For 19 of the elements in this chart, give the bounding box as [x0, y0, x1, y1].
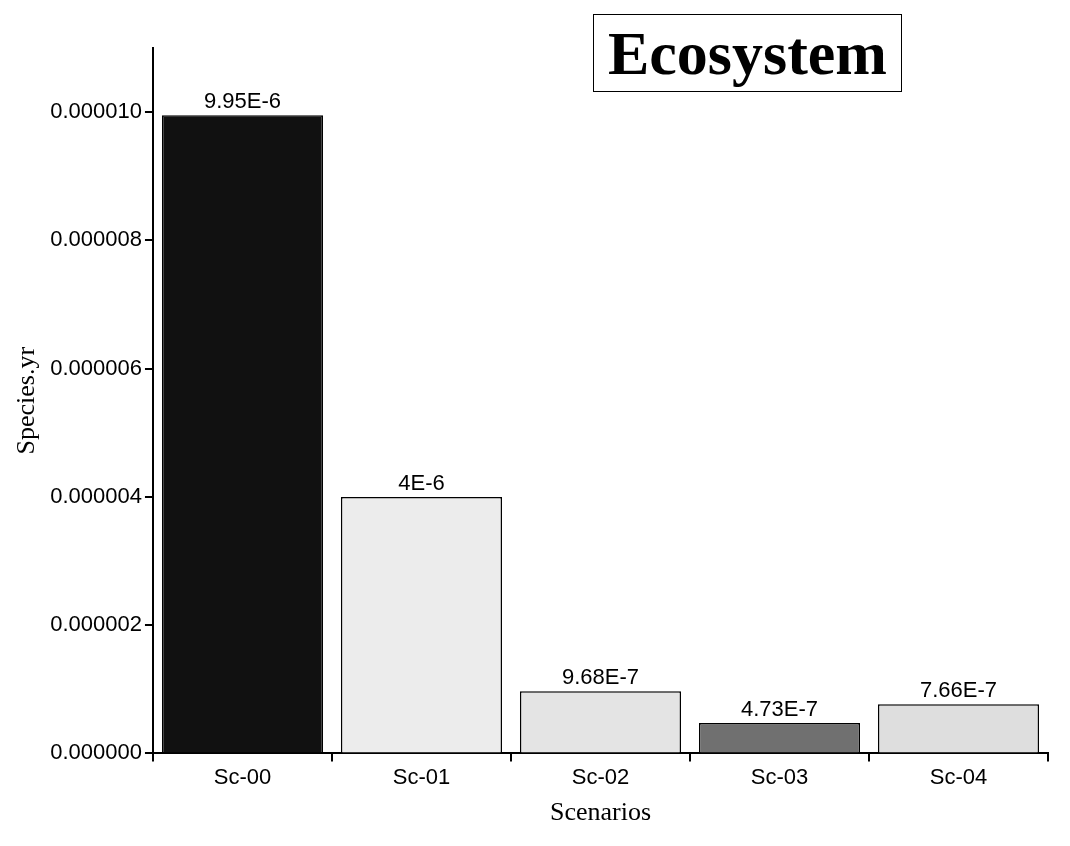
chart-title: Ecosystem [593, 14, 902, 92]
y-tick-label: 0.000002 [50, 611, 142, 637]
x-tick-label: Sc-01 [392, 763, 451, 789]
x-tick-label: Sc-04 [929, 763, 988, 789]
y-tick-label: 0.000008 [50, 226, 142, 252]
x-tick-label: Sc-02 [571, 763, 630, 789]
data-label: 4E-6 [398, 469, 445, 495]
x-tick-label: Sc-00 [213, 763, 272, 789]
data-label: 9.68E-7 [561, 664, 640, 690]
data-label: 7.66E-7 [919, 677, 998, 703]
y-axis-title: Species.yr [11, 346, 41, 455]
data-label: 4.73E-7 [740, 696, 819, 722]
y-tick-label: 0.000000 [50, 739, 142, 765]
x-axis-title: Scenarios [549, 797, 652, 827]
data-label: 9.95E-6 [203, 88, 281, 114]
y-tick-label: 0.000004 [50, 482, 142, 508]
y-tick-label: 0.000006 [50, 354, 142, 380]
y-tick-label: 0.000010 [50, 98, 142, 124]
x-tick-label: Sc-03 [750, 763, 809, 789]
